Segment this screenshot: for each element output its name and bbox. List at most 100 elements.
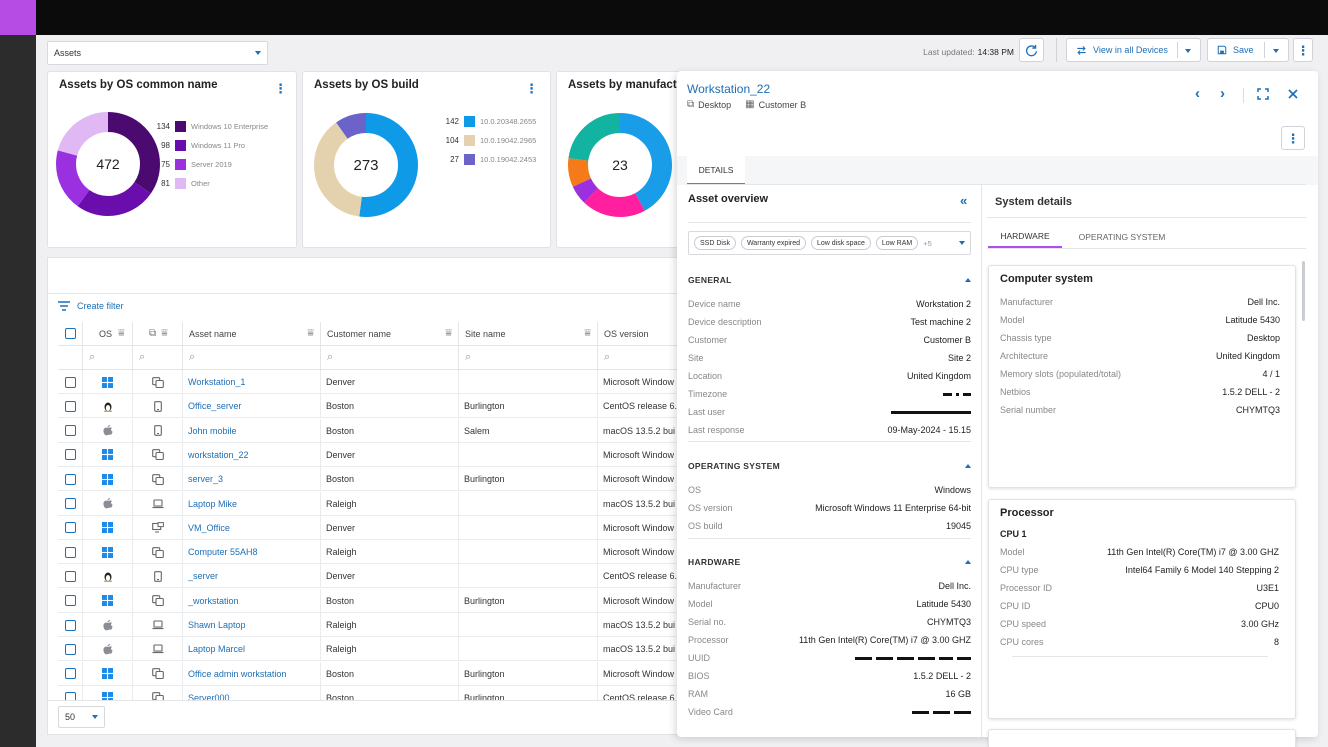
- chevron-up-icon[interactable]: [965, 464, 971, 468]
- row-select-cell[interactable]: [58, 515, 83, 540]
- asset-name-link[interactable]: Laptop Mike: [183, 491, 321, 516]
- chevron-down-icon[interactable]: [1273, 49, 1279, 53]
- legend-item[interactable]: 81 Other: [140, 174, 298, 193]
- expand-icon[interactable]: [1257, 88, 1269, 100]
- search-cell-site[interactable]: ⌕: [459, 346, 598, 370]
- table-row[interactable]: _server Denver CentOS release 6.: [58, 564, 677, 589]
- app-logo-tab[interactable]: [0, 0, 36, 35]
- legend-item[interactable]: 75 Server 2019: [140, 155, 298, 174]
- row-select-cell[interactable]: [58, 661, 83, 686]
- column-filter-icon[interactable]: ⩸: [584, 327, 591, 339]
- search-cell-customer[interactable]: ⌕: [321, 346, 459, 370]
- chevron-up-icon[interactable]: [965, 278, 971, 282]
- donut-slice[interactable]: [568, 113, 672, 217]
- table-row[interactable]: _workstation Boston Burlington Microsoft Wi…: [58, 588, 677, 613]
- collapse-icon[interactable]: «: [960, 193, 968, 208]
- column-site-name[interactable]: Site name ⩸: [459, 322, 598, 346]
- row-select-cell[interactable]: [58, 418, 83, 443]
- row-select-cell[interactable]: [58, 370, 83, 394]
- asset-name-link[interactable]: Server000: [183, 685, 321, 700]
- checkbox[interactable]: [64, 570, 76, 582]
- close-icon[interactable]: [1288, 89, 1298, 99]
- row-select-cell[interactable]: [58, 394, 83, 419]
- checkbox[interactable]: [64, 643, 76, 655]
- section-header[interactable]: HARDWARE: [688, 557, 971, 567]
- section-header[interactable]: OPERATING SYSTEM: [688, 461, 971, 471]
- donut-slice[interactable]: [56, 112, 160, 216]
- asset-name-link[interactable]: Office admin workstation: [183, 661, 321, 686]
- row-select-cell[interactable]: [58, 564, 83, 589]
- asset-name-link[interactable]: workstation_22: [183, 442, 321, 467]
- column-os[interactable]: OS ⩸: [83, 322, 133, 346]
- tag-chip[interactable]: Low RAM: [875, 236, 919, 250]
- checkbox[interactable]: [64, 668, 76, 680]
- checkbox[interactable]: [64, 498, 76, 509]
- checkbox[interactable]: [64, 425, 76, 437]
- table-row[interactable]: John mobile Boston Salem macOS 13.5.2 bui: [58, 418, 677, 443]
- legend-item[interactable]: 134 Windows 10 Enterprise: [140, 117, 298, 136]
- checkbox[interactable]: [64, 619, 76, 631]
- header-select-all[interactable]: [58, 322, 83, 346]
- table-row[interactable]: Shawn Laptop Raleigh macOS 13.5.2 bui: [58, 613, 677, 637]
- chevron-up-icon[interactable]: [965, 560, 971, 564]
- tag-chip[interactable]: Low disk space: [811, 236, 871, 250]
- page-size-select[interactable]: 50: [58, 706, 105, 728]
- column-asset-name[interactable]: Asset name ⩸: [183, 322, 321, 346]
- checkbox[interactable]: [64, 400, 76, 412]
- column-customer-name[interactable]: Customer name ⩸: [321, 322, 459, 346]
- panel-more-button[interactable]: ⋮: [1281, 126, 1305, 150]
- save-button[interactable]: Save: [1207, 38, 1289, 62]
- checkbox[interactable]: [64, 595, 76, 607]
- table-row[interactable]: workstation_22 Denver Microsoft Window: [58, 442, 677, 467]
- asset-name-link[interactable]: Workstation_1: [183, 370, 321, 394]
- table-row[interactable]: Server000 Boston Burlington CentOS release …: [58, 685, 677, 700]
- asset-name-link[interactable]: Office_server: [183, 394, 321, 419]
- panel-title[interactable]: Workstation_22: [687, 82, 770, 96]
- previous-icon[interactable]: ‹: [1195, 85, 1200, 102]
- table-row[interactable]: Computer 55AH8 Raleigh Microsoft Window: [58, 540, 677, 565]
- table-row[interactable]: Office_server Boston Burlington CentOS rele…: [58, 394, 677, 419]
- tag-chip[interactable]: SSD Disk: [694, 236, 736, 250]
- asset-name-link[interactable]: _server: [183, 564, 321, 589]
- tab-hardware[interactable]: HARDWARE: [988, 225, 1062, 248]
- asset-name-link[interactable]: John mobile: [183, 418, 321, 443]
- table-row[interactable]: Office admin workstation Boston Burlington…: [58, 661, 677, 686]
- column-filter-icon[interactable]: ⩸: [445, 327, 452, 339]
- view-all-devices-button[interactable]: View in all Devices: [1066, 38, 1201, 62]
- legend-item[interactable]: 27 10.0.19042.2453: [429, 150, 549, 169]
- row-select-cell[interactable]: [58, 467, 83, 492]
- checkbox[interactable]: [64, 376, 76, 388]
- column-os-version[interactable]: OS version: [598, 322, 678, 346]
- asset-name-link[interactable]: Laptop Marcel: [183, 637, 321, 662]
- row-select-cell[interactable]: [58, 637, 83, 662]
- row-select-cell[interactable]: [58, 588, 83, 613]
- legend-item[interactable]: 98 Windows 11 Pro: [140, 136, 298, 155]
- checkbox[interactable]: [64, 328, 76, 339]
- donut-slice[interactable]: [314, 113, 418, 217]
- kebab-icon[interactable]: ⋮: [525, 81, 538, 96]
- row-select-cell[interactable]: [58, 540, 83, 565]
- kebab-icon[interactable]: ⋮: [274, 81, 287, 96]
- refresh-button[interactable]: [1019, 38, 1044, 62]
- donut-slice[interactable]: [568, 113, 672, 217]
- chevron-down-icon[interactable]: [1185, 49, 1191, 53]
- legend-item[interactable]: 142 10.0.20348.2655: [429, 112, 549, 131]
- donut-slice[interactable]: [56, 112, 160, 216]
- tab-operating-system[interactable]: OPERATING SYSTEM: [1072, 225, 1172, 248]
- checkbox[interactable]: [64, 692, 76, 700]
- table-row[interactable]: Laptop Mike Raleigh macOS 13.5.2 bui: [58, 491, 677, 516]
- row-select-cell[interactable]: [58, 442, 83, 467]
- tags-select[interactable]: SSD Disk Warranty expired Low disk space…: [688, 231, 971, 255]
- table-row[interactable]: server_3 Boston Burlington Microsoft Window: [58, 467, 677, 492]
- donut-slice[interactable]: [56, 112, 160, 216]
- asset-name-link[interactable]: server_3: [183, 467, 321, 492]
- search-cell-type[interactable]: ⌕: [133, 346, 183, 370]
- view-select[interactable]: Assets: [47, 41, 268, 65]
- scrollbar-thumb[interactable]: [1302, 261, 1305, 321]
- asset-name-link[interactable]: Shawn Laptop: [183, 613, 321, 637]
- search-cell-os[interactable]: ⌕: [83, 346, 133, 370]
- tab-details[interactable]: DETAILS: [687, 156, 745, 185]
- section-header[interactable]: GENERAL: [688, 275, 971, 285]
- asset-name-link[interactable]: Computer 55AH8: [183, 540, 321, 565]
- donut-slice[interactable]: [314, 113, 418, 217]
